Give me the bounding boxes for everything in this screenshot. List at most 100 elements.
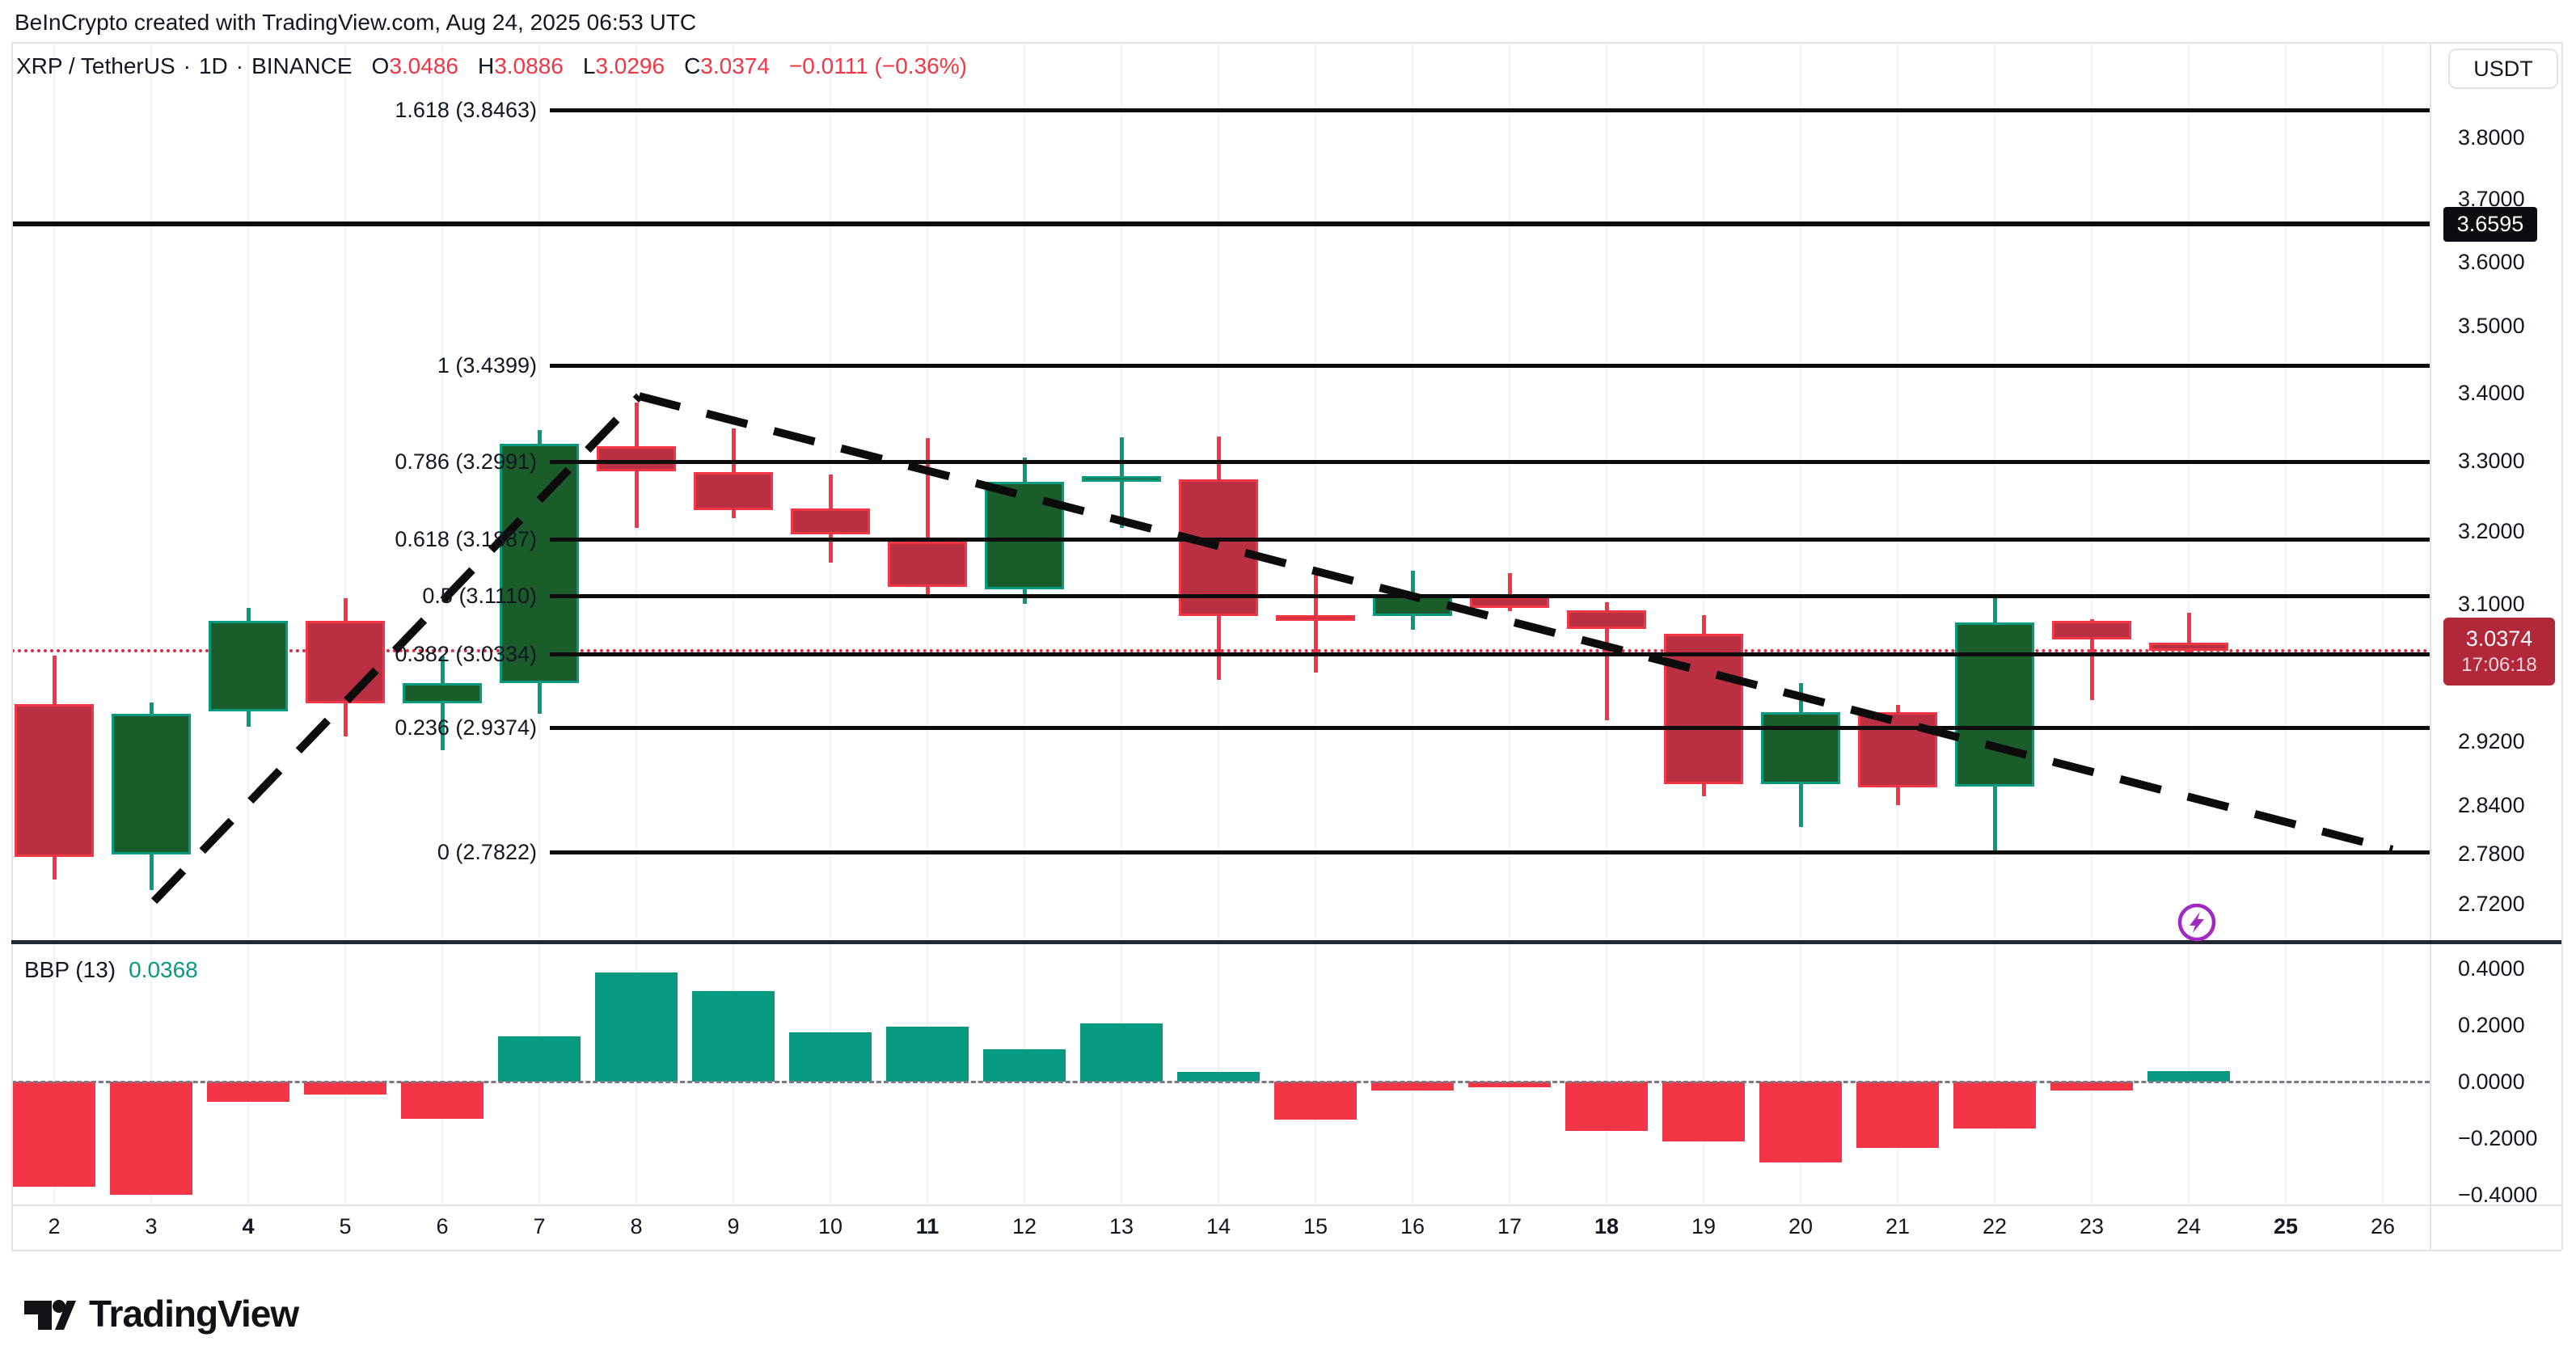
fib-level-label: 0.5 (3.1110) bbox=[422, 584, 537, 609]
price-tick-label: 3.7000 bbox=[2458, 186, 2525, 211]
price-tick-label: 2.7200 bbox=[2458, 891, 2525, 916]
time-tick-label: 2 bbox=[48, 1214, 61, 1238]
countdown-timer: 17:06:18 bbox=[2461, 653, 2537, 676]
bbp-histogram-bar bbox=[1953, 1082, 2036, 1129]
fib-level-line bbox=[550, 850, 2430, 854]
price-tick-label: 2.8400 bbox=[2458, 792, 2525, 817]
candle-body bbox=[15, 703, 94, 858]
last-price-value: 3.0374 bbox=[2465, 626, 2533, 652]
bbp-tick-label: 0.2000 bbox=[2458, 1013, 2525, 1037]
bbp-tick-label: 0.4000 bbox=[2458, 956, 2525, 981]
pane-divider bbox=[11, 940, 2561, 944]
candle-body bbox=[2149, 642, 2228, 652]
price-tick-label: 3.2000 bbox=[2458, 519, 2525, 544]
time-tick-label: 22 bbox=[1982, 1214, 2008, 1238]
time-tick-label: 10 bbox=[817, 1214, 843, 1238]
interval-label: 1D bbox=[198, 53, 228, 78]
symbol-info-bar: XRP / TetherUS · 1D · BINANCE O 3.0486 H… bbox=[16, 53, 967, 79]
boost-button[interactable] bbox=[2176, 901, 2218, 947]
grid-line-vertical bbox=[344, 44, 346, 940]
time-tick-label: 14 bbox=[1206, 1214, 1231, 1238]
grid-line-vertical bbox=[1509, 44, 1510, 940]
candle-body bbox=[1276, 615, 1355, 622]
time-tick-label: 21 bbox=[1885, 1214, 1911, 1238]
candle-body bbox=[1761, 712, 1840, 784]
candle-body bbox=[403, 682, 482, 703]
bbp-histogram-bar bbox=[1856, 1082, 1939, 1149]
fib-level-label: 0 (2.7822) bbox=[437, 839, 537, 864]
time-tick-label: 19 bbox=[1691, 1214, 1717, 1238]
bbp-histogram-bar bbox=[983, 1048, 1066, 1082]
exchange-label: BINANCE bbox=[251, 53, 353, 78]
grid-line-vertical bbox=[1800, 944, 1801, 1204]
time-tick-label: 15 bbox=[1303, 1214, 1328, 1238]
fib-level-line bbox=[550, 459, 2430, 464]
price-tick-label: 3.5000 bbox=[2458, 314, 2525, 339]
price-level-badge: 3.6595 bbox=[2443, 207, 2537, 242]
separator-dot: · bbox=[183, 53, 191, 78]
candle-body bbox=[1082, 476, 1161, 483]
change-value: −0.0111 (−0.36%) bbox=[788, 53, 967, 78]
bbp-histogram-bar bbox=[401, 1082, 484, 1119]
grid-line-vertical bbox=[441, 944, 443, 1204]
fib-level-line bbox=[550, 538, 2430, 542]
price-tick-label: 2.7800 bbox=[2458, 842, 2525, 866]
grid-line-vertical bbox=[247, 944, 249, 1204]
bbp-histogram-bar bbox=[886, 1026, 969, 1082]
grid-line-vertical bbox=[1606, 944, 1607, 1204]
grid-line-vertical bbox=[247, 44, 249, 940]
separator-dot: · bbox=[235, 53, 244, 78]
fib-level-line bbox=[550, 594, 2430, 599]
time-tick-label: 5 bbox=[339, 1214, 352, 1238]
horizontal-level-line bbox=[11, 221, 2430, 227]
bbp-tick-label: −0.2000 bbox=[2458, 1126, 2538, 1150]
time-tick-label: 26 bbox=[2370, 1214, 2396, 1238]
bbp-histogram-bar bbox=[692, 991, 775, 1082]
time-tick-label: 6 bbox=[436, 1214, 449, 1238]
grid-line-vertical bbox=[1412, 944, 1413, 1204]
grid-line-vertical bbox=[150, 944, 152, 1204]
fib-level-label: 1 (3.4399) bbox=[437, 353, 537, 378]
bbp-histogram-bar bbox=[207, 1082, 289, 1102]
fib-level-label: 0.786 (3.2991) bbox=[395, 449, 537, 474]
fib-level-label: 0.382 (3.0334) bbox=[395, 641, 537, 666]
price-tick-label: 2.9200 bbox=[2458, 728, 2525, 753]
currency-badge: USDT bbox=[2448, 49, 2558, 89]
time-tick-label: 4 bbox=[242, 1214, 255, 1238]
grid-line-vertical bbox=[441, 44, 443, 940]
bbp-histogram-bar bbox=[1371, 1082, 1454, 1091]
candle-wick bbox=[1314, 574, 1318, 673]
grid-line-vertical bbox=[1412, 44, 1413, 940]
symbol-name: XRP / TetherUS bbox=[16, 53, 175, 78]
lightning-icon bbox=[2177, 903, 2216, 942]
candle-body bbox=[985, 481, 1064, 590]
candle-wick bbox=[1120, 437, 1124, 528]
time-tick-label: 20 bbox=[1788, 1214, 1814, 1238]
grid-line-vertical bbox=[2382, 944, 2384, 1204]
grid-line-vertical bbox=[1897, 944, 1898, 1204]
indicator-title: BBP (13) bbox=[24, 957, 116, 982]
price-tick-label: 3.8000 bbox=[2458, 125, 2525, 150]
grid-line-vertical bbox=[1703, 44, 1704, 940]
time-tick-label: 24 bbox=[2176, 1214, 2202, 1238]
bbp-histogram-bar bbox=[2147, 1071, 2230, 1082]
time-tick-label: 8 bbox=[630, 1214, 643, 1238]
grid-line-vertical bbox=[1703, 944, 1704, 1204]
tradingview-logo[interactable]: TradingView bbox=[23, 1292, 299, 1335]
grid-line-vertical bbox=[53, 44, 55, 940]
fib-level-label: 0.618 (3.1887) bbox=[395, 527, 537, 552]
grid-line-vertical bbox=[2285, 944, 2287, 1204]
grid-line-vertical bbox=[53, 944, 55, 1204]
indicator-value: 0.0368 bbox=[129, 957, 198, 982]
grid-line-vertical bbox=[344, 944, 346, 1204]
price-tick-label: 3.6000 bbox=[2458, 249, 2525, 274]
time-tick-label: 7 bbox=[533, 1214, 546, 1238]
grid-line-vertical bbox=[2382, 44, 2384, 940]
close-value: 3.0374 bbox=[700, 53, 770, 78]
bbp-histogram-bar bbox=[1468, 1082, 1551, 1087]
bbp-histogram-bar bbox=[498, 1036, 581, 1082]
time-tick-label: 11 bbox=[915, 1214, 940, 1238]
page-title: BeInCrypto created with TradingView.com,… bbox=[15, 10, 697, 35]
grid-line-vertical bbox=[1509, 944, 1510, 1204]
grid-line-vertical bbox=[2285, 44, 2287, 940]
